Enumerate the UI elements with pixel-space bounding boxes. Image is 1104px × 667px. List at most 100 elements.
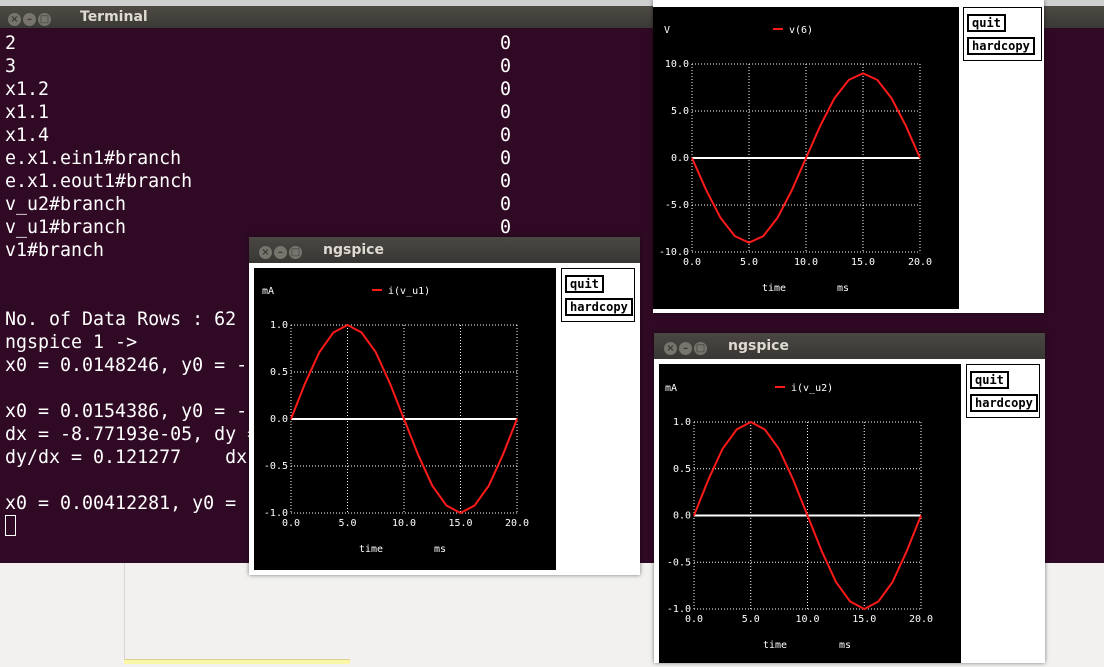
row-name: v_u2#branch bbox=[5, 194, 127, 215]
y-tick-label: 0.0 bbox=[671, 153, 689, 164]
maximize-icon[interactable]: □ bbox=[38, 13, 51, 26]
x-unit-label: ms bbox=[434, 544, 446, 555]
data-point bbox=[734, 235, 736, 237]
x-tick-label: 10.0 bbox=[795, 614, 819, 625]
button-panel: quit hardcopy bbox=[966, 364, 1040, 418]
close-icon[interactable]: × bbox=[259, 246, 272, 259]
taskbar-strip bbox=[124, 659, 350, 664]
row-name: e.x1.ein1#branch bbox=[5, 148, 182, 169]
data-point bbox=[805, 157, 807, 159]
data-point bbox=[502, 454, 504, 456]
legend-label: v(6) bbox=[789, 25, 813, 36]
window-title: ngspice bbox=[728, 338, 789, 354]
window-title: ngspice bbox=[323, 242, 384, 258]
terminal-line: dy/dx = 0.121277 dx bbox=[5, 447, 248, 468]
terminal-row: v1#branch bbox=[5, 239, 1100, 262]
data-point bbox=[431, 485, 433, 487]
quit-button[interactable]: quit bbox=[565, 275, 604, 293]
row-name: 3 bbox=[5, 56, 17, 77]
ngspice-titlebar[interactable]: × – □ ngspice bbox=[654, 333, 1045, 359]
data-point bbox=[863, 608, 865, 610]
text-cursor bbox=[5, 515, 16, 536]
terminal-row: x1.2 0 bbox=[5, 78, 1100, 101]
row-value: 0 bbox=[500, 217, 512, 238]
hardcopy-button[interactable]: hardcopy bbox=[565, 298, 633, 316]
data-point bbox=[693, 514, 695, 517]
y-tick-label: -1.0 bbox=[264, 508, 288, 519]
y-tick-label: 0.5 bbox=[270, 367, 288, 378]
close-icon[interactable]: × bbox=[664, 342, 677, 355]
prompt-line[interactable] bbox=[5, 515, 1100, 538]
y-tick-label: 1.0 bbox=[673, 417, 691, 428]
data-point bbox=[403, 418, 405, 420]
x-tick-label: 20.0 bbox=[505, 518, 529, 529]
data-point bbox=[721, 448, 723, 450]
y-tick-label: 1.0 bbox=[270, 320, 288, 331]
data-point bbox=[849, 600, 851, 603]
data-point bbox=[474, 504, 476, 507]
x-axis-label: time bbox=[763, 640, 787, 651]
ngspice-window-vu2[interactable]: × – □ ngspice mA i(v_u2) 0.0 5.0 10.0 15.0 20.0 1… bbox=[654, 333, 1045, 663]
legend-label: i(v_u1) bbox=[388, 286, 430, 297]
data-point bbox=[835, 581, 837, 583]
maximize-icon[interactable]: □ bbox=[694, 342, 707, 355]
row-value: 0 bbox=[500, 102, 512, 123]
ngspice-titlebar[interactable]: × – □ ngspice bbox=[249, 237, 640, 263]
y-unit-label: mA bbox=[665, 383, 677, 394]
x-tick-label: 15.0 bbox=[851, 257, 875, 268]
quit-button[interactable]: quit bbox=[970, 371, 1009, 389]
x-tick-label: 10.0 bbox=[794, 257, 818, 268]
window-controls: × – □ bbox=[259, 243, 304, 259]
data-point bbox=[459, 512, 462, 514]
minimize-icon[interactable]: – bbox=[274, 246, 287, 259]
data-point bbox=[764, 428, 766, 431]
plot-area[interactable]: mA i(v_u1) 0.0 5.0 10.0 15.0 20.0 1.0 0.5 0.0 -0.5… bbox=[254, 268, 556, 570]
row-value: 0 bbox=[500, 194, 512, 215]
row-value: 0 bbox=[500, 79, 512, 100]
x-tick-label: 0.0 bbox=[683, 257, 701, 268]
data-point bbox=[304, 382, 306, 384]
maximize-icon[interactable]: □ bbox=[289, 246, 302, 259]
terminal-title: Terminal bbox=[80, 9, 148, 25]
data-point bbox=[778, 448, 780, 450]
quit-button[interactable]: quit bbox=[967, 14, 1006, 32]
y-tick-label: -10.0 bbox=[659, 247, 689, 258]
terminal-output[interactable]: 2 0 3 0 x1.2 0 x1.1 0 x1.4 0 e.x1.ein1#branch 0 e.x1… bbox=[5, 32, 1100, 538]
minimize-icon[interactable]: – bbox=[23, 13, 36, 26]
y-tick-label: 5.0 bbox=[671, 106, 689, 117]
terminal-row: x1.1 0 bbox=[5, 101, 1100, 124]
plot-area[interactable]: mA i(v_u2) 0.0 5.0 10.0 15.0 20.0 1.0 0.5 0.0 -0.5… bbox=[659, 364, 961, 663]
x-tick-label: 5.0 bbox=[740, 257, 758, 268]
data-point bbox=[791, 189, 793, 191]
ngspice-window-vu1[interactable]: × – □ ngspice mA i(v_u1) 0.0 5.0 10.0 15.0 20.0 1… bbox=[249, 237, 640, 575]
data-point bbox=[346, 324, 349, 326]
terminal-line: x0 = 0.0154386, y0 = - bbox=[5, 401, 248, 422]
data-point bbox=[375, 351, 377, 353]
data-point bbox=[792, 479, 794, 481]
x-tick-label: 0.0 bbox=[685, 614, 703, 625]
minimize-icon[interactable]: – bbox=[679, 342, 692, 355]
hardcopy-button[interactable]: hardcopy bbox=[967, 37, 1035, 55]
y-tick-label: -0.5 bbox=[667, 557, 691, 568]
close-icon[interactable]: × bbox=[8, 13, 21, 26]
row-name: e.x1.eout1#branch bbox=[5, 171, 193, 192]
row-value: 0 bbox=[500, 33, 512, 54]
data-point bbox=[748, 242, 750, 244]
row-name: v_u1#branch bbox=[5, 217, 127, 238]
y-unit-label: mA bbox=[262, 286, 274, 297]
hardcopy-button[interactable]: hardcopy bbox=[970, 394, 1038, 412]
terminal-row: v_u1#branch 0 bbox=[5, 216, 1100, 239]
data-point bbox=[332, 331, 334, 334]
y-tick-label: 0.0 bbox=[270, 414, 288, 425]
y-tick-label: 0.0 bbox=[673, 511, 691, 522]
y-tick-label: -1.0 bbox=[667, 604, 691, 615]
x-tick-label: 5.0 bbox=[742, 614, 760, 625]
row-name: 2 bbox=[5, 33, 17, 54]
x-axis-label: time bbox=[359, 544, 383, 555]
data-point bbox=[719, 217, 722, 219]
data-point bbox=[318, 351, 320, 353]
